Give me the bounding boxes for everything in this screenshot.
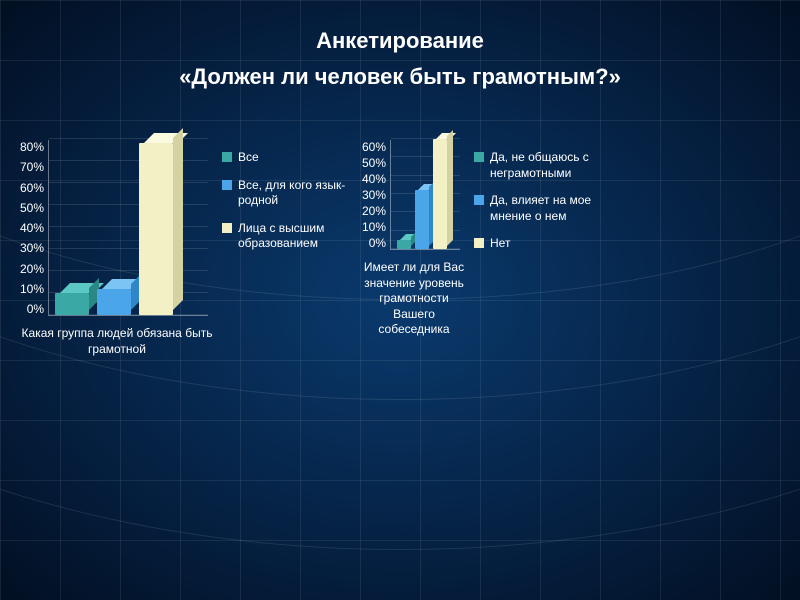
- y-tick-label: 0%: [27, 302, 44, 316]
- bar: [415, 190, 429, 249]
- y-tick-label: 40%: [20, 221, 44, 235]
- y-tick-label: 50%: [362, 156, 386, 170]
- plot-area: [390, 140, 460, 250]
- legend-label: Да, не общаюсь с неграмотными: [490, 150, 614, 181]
- y-tick-label: 20%: [362, 204, 386, 218]
- gridline: [49, 138, 208, 139]
- legend-item: Все, для кого язык-родной: [222, 178, 352, 209]
- chart-area: 60% 50% 40% 30% 20% 10% 0%: [362, 140, 466, 250]
- y-tick-label: 50%: [20, 201, 44, 215]
- legend: Да, не общаюсь с неграмотными Да, влияет …: [474, 150, 614, 357]
- slide-title: Анкетирование «Должен ли человек быть гр…: [0, 0, 800, 90]
- x-axis-label: Имеет ли для Вас значение уровень грамот…: [362, 260, 466, 338]
- bar-face-front: [415, 190, 429, 249]
- legend-item: Лица с высшим образованием: [222, 221, 352, 252]
- y-axis: 60% 50% 40% 30% 20% 10% 0%: [362, 140, 390, 250]
- legend-swatch: [474, 152, 484, 162]
- legend-swatch: [474, 238, 484, 248]
- bar-face-side: [173, 128, 183, 310]
- y-tick-label: 10%: [362, 220, 386, 234]
- legend-label: Лица с высшим образованием: [238, 221, 352, 252]
- bar-face-side: [447, 130, 453, 246]
- legend-item: Да, не общаюсь с неграмотными: [474, 150, 614, 181]
- y-tick-label: 60%: [362, 140, 386, 154]
- bar-face-front: [433, 139, 447, 249]
- y-tick-label: 60%: [20, 181, 44, 195]
- bar: [139, 143, 173, 315]
- legend-item: Да, влияет на мое мнение о нем: [474, 193, 614, 224]
- title-line-1: Анкетирование: [0, 28, 800, 54]
- y-tick-label: 80%: [20, 140, 44, 154]
- bar-face-front: [55, 293, 89, 315]
- y-axis: 80% 70% 60% 50% 40% 30% 20% 10% 0%: [20, 140, 48, 316]
- y-tick-label: 10%: [20, 282, 44, 296]
- y-tick-label: 30%: [20, 241, 44, 255]
- bar: [55, 293, 89, 315]
- bar-face-front: [97, 289, 131, 315]
- bar: [397, 240, 411, 249]
- gridline: [49, 204, 208, 205]
- y-tick-label: 20%: [20, 262, 44, 276]
- bar-face-front: [139, 143, 173, 315]
- title-line-2: «Должен ли человек быть грамотным?»: [0, 64, 800, 90]
- chart-area: 80% 70% 60% 50% 40% 30% 20% 10% 0%: [20, 140, 214, 316]
- legend-label: Да, влияет на мое мнение о нем: [490, 193, 614, 224]
- y-tick-label: 0%: [369, 236, 386, 250]
- gridline: [49, 248, 208, 249]
- gridline: [49, 270, 208, 271]
- bar-face-front: [397, 240, 411, 249]
- y-tick-label: 70%: [20, 160, 44, 174]
- legend-swatch: [222, 152, 232, 162]
- bar: [97, 289, 131, 315]
- legend-swatch: [222, 223, 232, 233]
- gridline: [49, 226, 208, 227]
- chart-2: 60% 50% 40% 30% 20% 10% 0% Имеет ли для Вас зна…: [362, 140, 614, 357]
- y-tick-label: 30%: [362, 188, 386, 202]
- legend: Все Все, для кого язык-родной Лица с высши…: [222, 150, 352, 357]
- legend-label: Все, для кого язык-родной: [238, 178, 352, 209]
- x-axis-label: Какая группа людей обязана быть грамотно…: [20, 326, 214, 357]
- plot-area: [48, 140, 208, 316]
- legend-label: Все: [238, 150, 259, 166]
- legend-item: Все: [222, 150, 352, 166]
- legend-item: Нет: [474, 236, 614, 252]
- gridline: [49, 160, 208, 161]
- gridline: [49, 182, 208, 183]
- legend-swatch: [222, 180, 232, 190]
- legend-swatch: [474, 195, 484, 205]
- legend-label: Нет: [490, 236, 510, 252]
- chart-1: 80% 70% 60% 50% 40% 30% 20% 10% 0% Какая группа л…: [20, 140, 352, 357]
- bar: [433, 139, 447, 249]
- y-tick-label: 40%: [362, 172, 386, 186]
- charts-container: 80% 70% 60% 50% 40% 30% 20% 10% 0% Какая группа л…: [0, 140, 800, 357]
